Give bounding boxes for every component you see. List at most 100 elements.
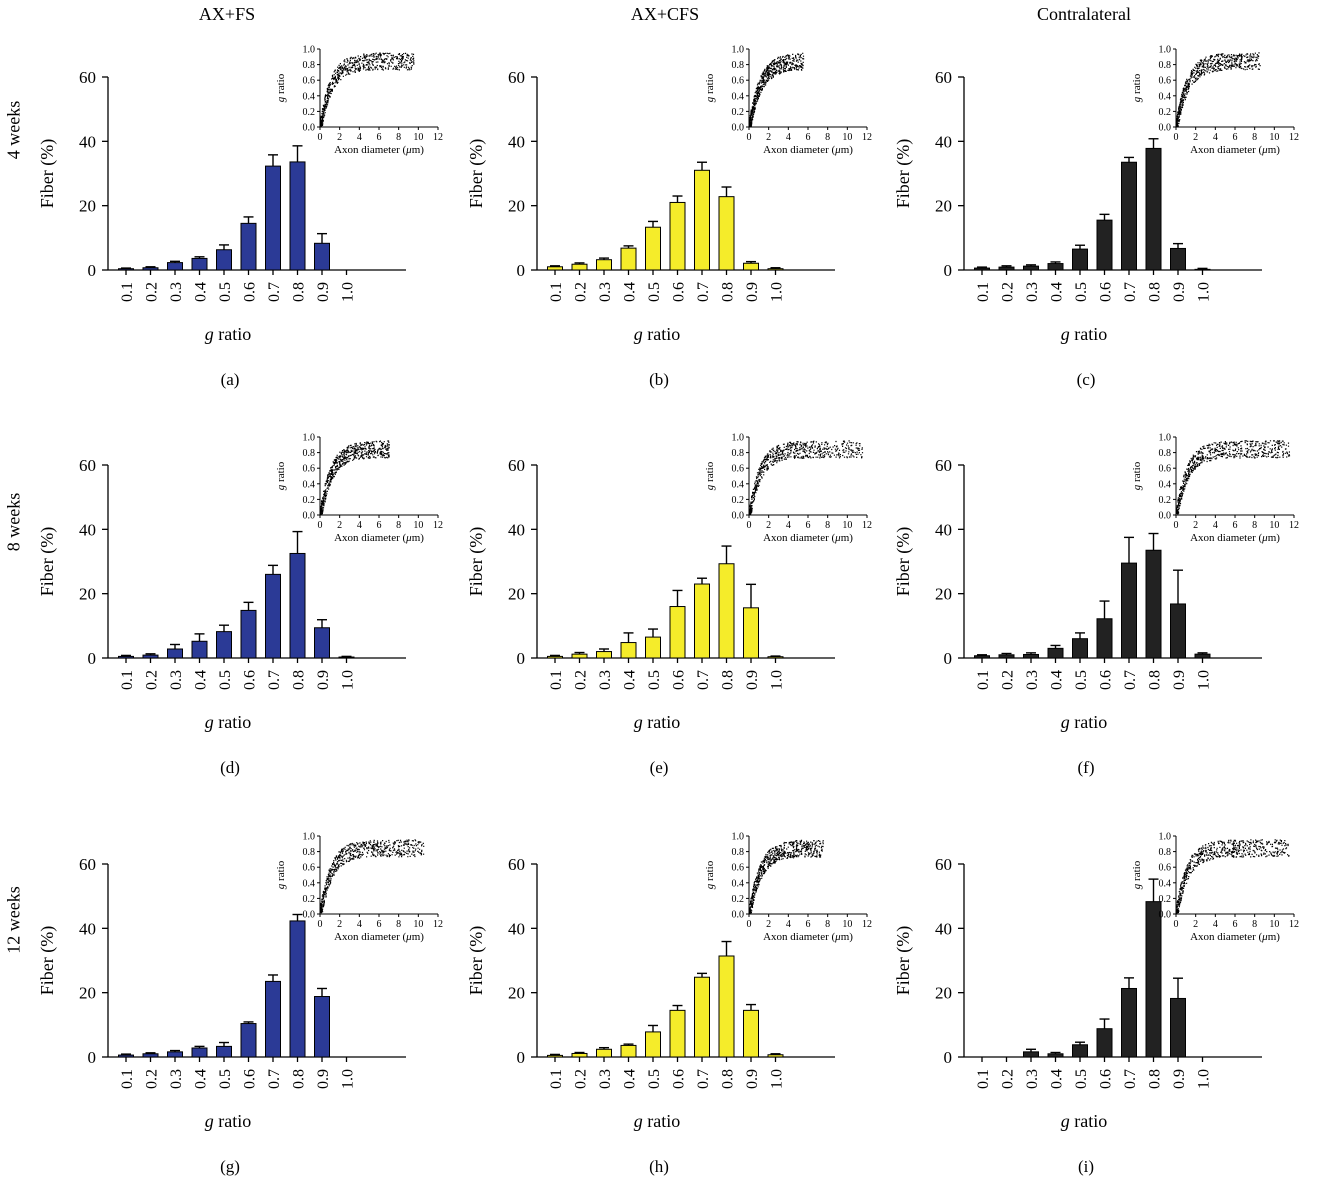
inset-y-tick-label: 1.0: [303, 433, 316, 444]
inset-x-label-c: m): [1268, 931, 1281, 943]
x-axis-label-rest: ratio: [647, 1111, 680, 1131]
bar: [191, 1047, 208, 1058]
inset-x-tick-label: 8: [825, 919, 830, 930]
x-tick-label: 0.7: [1122, 670, 1139, 690]
bar: [620, 642, 637, 659]
inset-x-label-c: m): [841, 532, 854, 544]
y-tick-label: 0: [88, 1048, 97, 1067]
x-tick-label: 0.1: [975, 670, 992, 690]
inset-y-axis-label: g ratio: [1131, 860, 1143, 889]
y-tick-label: 60: [935, 855, 952, 874]
inset-x-axis-label: Axon diameter (μm): [763, 532, 853, 544]
inset-y-tick-label: 1.0: [1159, 433, 1172, 444]
inset-y-tick-label: 0.4: [1159, 91, 1172, 102]
row-title-8-weeks: 8 weeks: [3, 492, 24, 552]
inset-x-tick-label: 4: [1213, 520, 1218, 531]
bar: [216, 1045, 232, 1058]
x-tick-label: 0.3: [168, 282, 185, 302]
y-tick-label: 20: [935, 197, 952, 216]
inset-y-axis-label: g ratio: [704, 73, 716, 102]
inset-y-label-italic: g: [275, 881, 287, 889]
inset-y-tick-label: 0.4: [303, 878, 316, 889]
x-tick-label: 0.8: [720, 282, 737, 302]
inset-scatter-points: [320, 440, 390, 515]
x-tick-label: 0.7: [266, 670, 283, 690]
x-tick-label: 0.2: [144, 670, 161, 690]
inset-x-tick-label: 0: [747, 919, 752, 930]
bar: [645, 636, 661, 659]
y-tick-label: 40: [508, 132, 525, 151]
bar: [191, 640, 208, 659]
inset-y-tick-label: 0.0: [732, 910, 745, 921]
inset-x-tick-label: 10: [1269, 132, 1279, 143]
x-tick-label: 0.6: [1098, 670, 1115, 690]
bar: [216, 249, 232, 271]
inset-x-tick-label: 6: [377, 520, 382, 531]
inset-y-label-rest: ratio: [1131, 73, 1143, 94]
inset-x-tick-label: 2: [337, 132, 342, 143]
inset-x-tick-label: 0: [747, 132, 752, 143]
y-axis-label: Fiber (%): [893, 527, 914, 596]
inset-x-tick-label: 2: [1193, 132, 1198, 143]
inset-y-axis-label: g ratio: [275, 461, 287, 490]
inset-y-tick-label: 0.2: [1159, 107, 1172, 118]
inset-x-tick-label: 0: [1174, 919, 1179, 930]
x-axis-label-rest: ratio: [218, 1111, 251, 1131]
inset-x-tick-label: 4: [1213, 132, 1218, 143]
bar: [1121, 161, 1137, 271]
bar: [118, 268, 134, 271]
inset-x-tick-label: 0: [318, 132, 323, 143]
bar: [571, 263, 588, 271]
inset-x-tick-label: 4: [786, 919, 791, 930]
inset-y-tick-label: 0.0: [732, 511, 745, 522]
inset-y-tick-label: 0.2: [732, 495, 745, 506]
inset-x-label-a: Axon diameter (: [334, 931, 406, 943]
x-tick-label: 0.1: [119, 670, 136, 690]
inset-x-tick-label: 8: [396, 919, 401, 930]
x-tick-label: 0.8: [720, 1069, 737, 1089]
inset-y-tick-label: 0.8: [303, 448, 316, 459]
bar: [314, 242, 330, 271]
panel-label: (d): [220, 758, 240, 777]
bar: [596, 651, 612, 659]
bar: [1121, 562, 1137, 659]
inset-x-tick-label: 8: [1252, 919, 1257, 930]
inset-y-tick-label: 0.4: [732, 91, 745, 102]
inset-x-tick-label: 8: [825, 520, 830, 531]
panel-label: (i): [1078, 1157, 1094, 1176]
bar: [216, 631, 232, 659]
x-tick-label: 0.2: [573, 282, 590, 302]
x-tick-label: 0.9: [744, 1069, 761, 1089]
inset-x-tick-label: 2: [766, 132, 771, 143]
y-tick-label: 60: [508, 68, 525, 87]
x-axis-label: g ratio: [1061, 1111, 1108, 1131]
y-tick-label: 60: [79, 456, 96, 475]
inset-x-tick-label: 12: [433, 520, 443, 531]
x-axis-label-italic: g: [1061, 324, 1075, 344]
x-tick-label: 0.3: [168, 1069, 185, 1089]
x-tick-label: 1.0: [340, 1069, 357, 1089]
inset-x-label-mu: μ: [1261, 144, 1268, 156]
inset-y-tick-label: 0.8: [1159, 448, 1172, 459]
panel-label: (b): [649, 370, 669, 389]
bar: [240, 1023, 257, 1058]
bar: [142, 267, 159, 271]
x-tick-label: 0.7: [1122, 282, 1139, 302]
inset-y-tick-label: 0.6: [732, 464, 745, 475]
inset-y-tick-label: 1.0: [1159, 45, 1172, 56]
inset-y-tick-label: 1.0: [732, 433, 745, 444]
inset-x-tick-label: 6: [806, 520, 811, 531]
x-tick-label: 0.9: [744, 670, 761, 690]
inset-y-label-rest: ratio: [275, 860, 287, 881]
inset-x-label-a: Axon diameter (: [1190, 931, 1262, 943]
inset-x-tick-label: 0: [1174, 132, 1179, 143]
bar: [289, 552, 306, 659]
inset-x-tick-label: 12: [1289, 132, 1299, 143]
inset-x-label-mu: μ: [1261, 532, 1268, 544]
x-tick-label: 0.4: [1049, 282, 1066, 302]
bar: [998, 266, 1015, 271]
x-tick-label: 1.0: [769, 670, 786, 690]
x-tick-label: 1.0: [340, 282, 357, 302]
